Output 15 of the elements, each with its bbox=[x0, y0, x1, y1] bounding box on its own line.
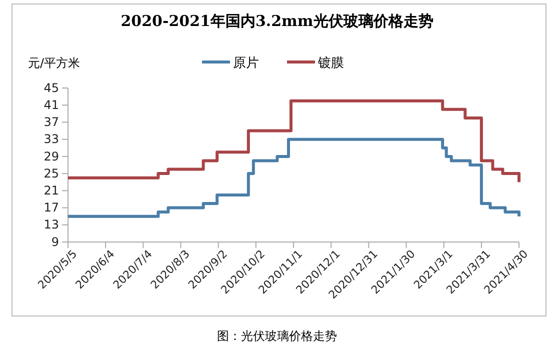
chart-title: 2020-2021年国内3.2mm光伏玻璃价格走势 bbox=[120, 12, 434, 30]
y-tick-label: 25 bbox=[44, 166, 59, 180]
y-tick-label: 13 bbox=[44, 218, 59, 232]
y-tick-label: 37 bbox=[44, 115, 59, 130]
y-tick-label: 17 bbox=[44, 200, 59, 215]
y-tick-label: 29 bbox=[44, 149, 59, 164]
y-tick-label: 33 bbox=[44, 132, 59, 146]
y-axis-title: 元/平方米 bbox=[28, 56, 80, 70]
legend-label: 原片 bbox=[233, 56, 259, 71]
y-tick-label: 45 bbox=[44, 80, 59, 95]
y-tick-label: 41 bbox=[44, 98, 59, 112]
y-tick-label: 21 bbox=[44, 184, 59, 198]
legend-label: 镀膜 bbox=[317, 56, 344, 71]
text: 图：光伏玻璃价格走势 bbox=[217, 329, 337, 343]
y-tick-label: 9 bbox=[51, 234, 59, 249]
